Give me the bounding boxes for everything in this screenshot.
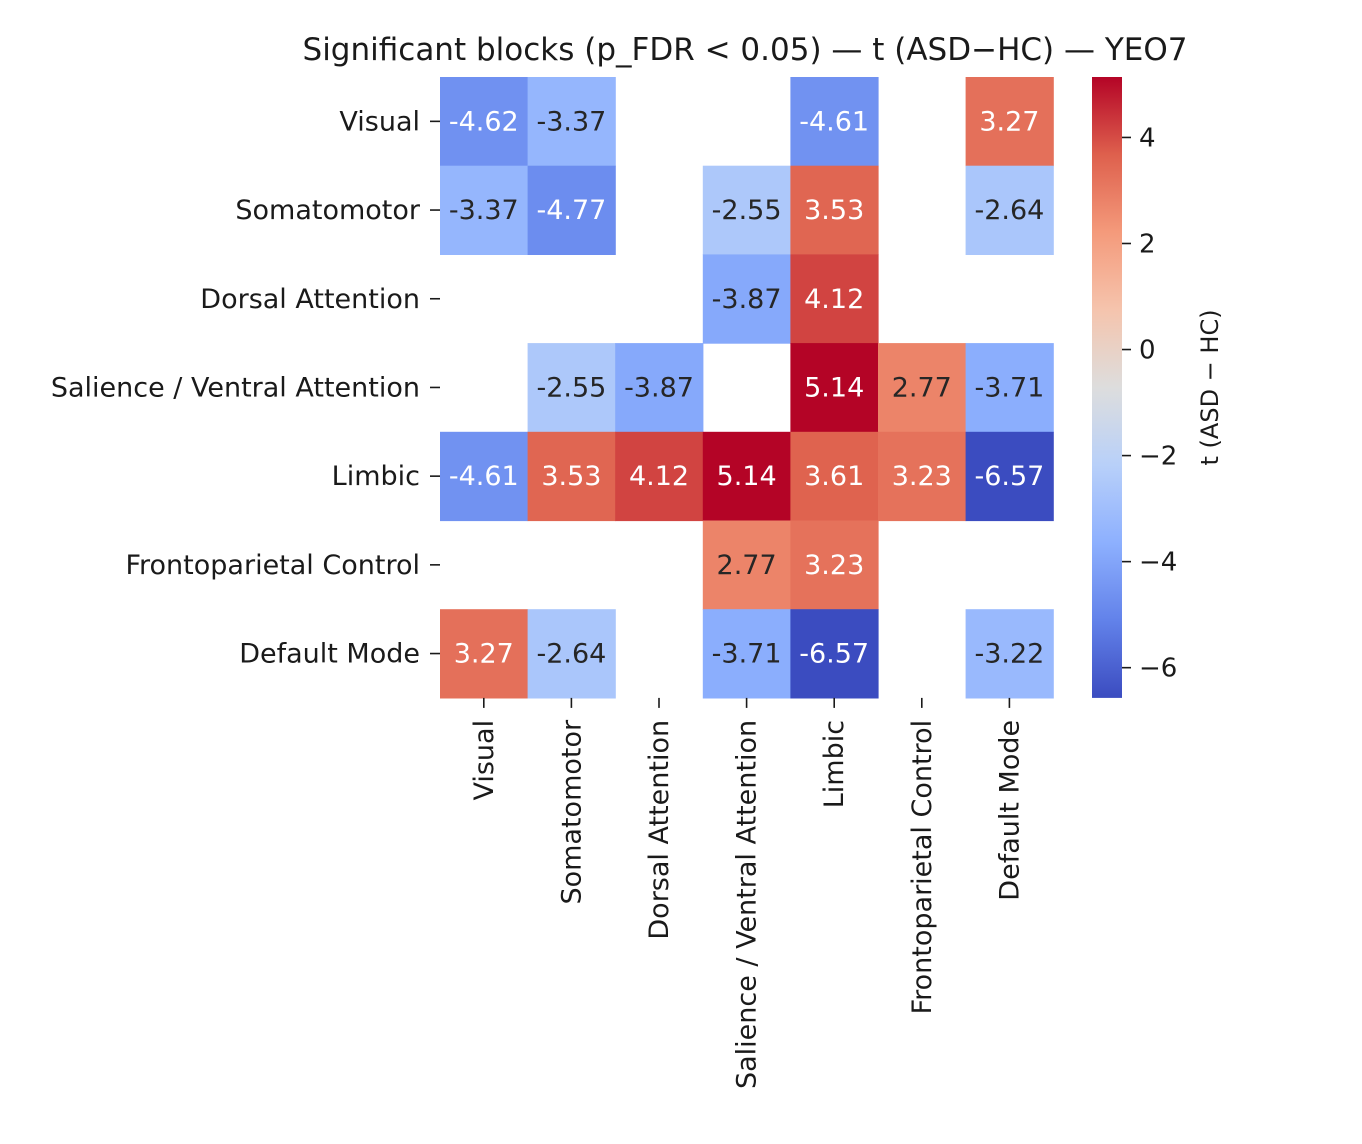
cell-value-label: -6.57 bbox=[799, 639, 869, 670]
cell-value-label: -3.37 bbox=[536, 106, 606, 137]
heatmap-cell bbox=[965, 77, 1054, 167]
heatmap-cell bbox=[527, 343, 616, 433]
row-label: Visual bbox=[339, 106, 420, 137]
heatmap-cell bbox=[790, 77, 879, 167]
row-axis: Visual Somatomotor Dorsal Attention Salienc… bbox=[51, 106, 440, 670]
heatmap-cell bbox=[440, 77, 529, 167]
cell-value-label: 4.12 bbox=[629, 461, 689, 492]
heatmap-cell bbox=[965, 609, 1054, 699]
heatmap-cell bbox=[790, 254, 879, 344]
cell-value-label: 3.27 bbox=[454, 639, 514, 670]
heatmap-cell bbox=[527, 609, 616, 699]
cell-value-label: -3.87 bbox=[712, 284, 782, 315]
heatmap-cell bbox=[615, 343, 704, 433]
cell-value-label: -2.64 bbox=[536, 639, 606, 670]
heatmap-cell bbox=[440, 431, 529, 522]
row-label: Default Mode bbox=[239, 639, 420, 670]
heatmap-cell bbox=[702, 520, 791, 610]
col-label: Somatomotor bbox=[556, 719, 587, 905]
cell-value-label: -6.57 bbox=[974, 461, 1044, 492]
heatmap-cell bbox=[790, 520, 879, 610]
cell-value-label: -4.77 bbox=[536, 195, 606, 226]
heatmap-cell bbox=[878, 431, 967, 522]
heatmap-cell bbox=[440, 165, 529, 255]
col-label: Dorsal Attention bbox=[644, 720, 675, 940]
colorbar-tick-label: 2 bbox=[1139, 229, 1156, 259]
heatmap-cell bbox=[702, 609, 791, 699]
heatmap-cell bbox=[965, 165, 1054, 255]
heatmap-cell bbox=[878, 343, 967, 433]
cell-value-label: -2.64 bbox=[974, 195, 1044, 226]
cell-value-label: -3.71 bbox=[712, 639, 782, 670]
heatmap-cell bbox=[615, 431, 704, 522]
cell-value-label: -4.61 bbox=[449, 461, 519, 492]
cell-value-label: 3.61 bbox=[804, 461, 864, 492]
cell-value-label: 5.14 bbox=[717, 461, 777, 492]
colorbar-tick-label: −6 bbox=[1139, 654, 1177, 684]
heatmap-cell bbox=[790, 609, 879, 699]
heatmap-cell bbox=[702, 431, 791, 522]
colorbar-tick-label: 0 bbox=[1139, 336, 1156, 366]
col-label: Default Mode bbox=[994, 720, 1025, 901]
row-label: Frontoparietal Control bbox=[125, 550, 420, 581]
heatmap-cell bbox=[965, 431, 1054, 522]
colorbar-tick-label: −2 bbox=[1139, 442, 1177, 472]
colorbar-label: t (ASD − HC) bbox=[1196, 309, 1224, 465]
row-label: Somatomotor bbox=[235, 195, 421, 226]
cell-value-label: 3.53 bbox=[541, 461, 601, 492]
heatmap-cell bbox=[527, 165, 616, 255]
heatmap-cell bbox=[440, 609, 529, 699]
heatmap-cell bbox=[527, 77, 616, 167]
colorbar bbox=[1092, 77, 1122, 698]
heatmap-cell bbox=[527, 431, 616, 522]
heatmap-cell bbox=[790, 165, 879, 255]
cell-value-label: 4.12 bbox=[804, 284, 864, 315]
cell-value-label: -4.62 bbox=[449, 106, 519, 137]
cell-value-label: 3.53 bbox=[804, 195, 864, 226]
chart-title: Significant blocks (p_FDR < 0.05) — t (A… bbox=[303, 32, 1188, 68]
heatmap-cell bbox=[790, 343, 879, 433]
heatmap-cell bbox=[702, 165, 791, 255]
cell-value-label: -3.37 bbox=[449, 195, 519, 226]
cell-value-label: -4.61 bbox=[799, 106, 869, 137]
col-axis: Visual Somatomotor Dorsal Attention Salienc… bbox=[469, 697, 1025, 1089]
cell-value-label: -2.55 bbox=[536, 372, 606, 403]
row-label: Salience / Ventral Attention bbox=[51, 372, 420, 403]
heatmap-cell bbox=[702, 254, 791, 344]
heatmap-cell bbox=[965, 343, 1054, 433]
cell-value-label: -3.87 bbox=[624, 372, 694, 403]
cell-value-label: 3.23 bbox=[892, 461, 952, 492]
colorbar-tick-label: 4 bbox=[1139, 123, 1156, 153]
row-label: Limbic bbox=[332, 461, 420, 492]
cell-value-label: -3.71 bbox=[974, 372, 1044, 403]
col-label: Visual bbox=[469, 720, 500, 801]
cell-value-label: -2.55 bbox=[712, 195, 782, 226]
col-label: Frontoparietal Control bbox=[907, 720, 938, 1015]
cell-value-label: -3.22 bbox=[974, 639, 1044, 670]
cell-value-label: 2.77 bbox=[892, 372, 952, 403]
col-label: Salience / Ventral Attention bbox=[732, 720, 763, 1089]
colorbar-tick-label: −4 bbox=[1139, 548, 1177, 578]
cell-value-label: 5.14 bbox=[804, 372, 864, 403]
cell-value-label: 3.23 bbox=[804, 550, 864, 581]
row-label: Dorsal Attention bbox=[200, 284, 420, 315]
cell-value-label: 3.27 bbox=[979, 106, 1039, 137]
colorbar-ticks: 4 2 0 −2 −4 −6 bbox=[1122, 123, 1177, 684]
col-label: Limbic bbox=[819, 720, 850, 808]
heatmap-cell bbox=[790, 431, 879, 522]
heatmap-cells: -4.62 -3.37 -4.61 3.27 -3.37 -4.77 -2.55 3.53 -2… bbox=[440, 77, 1054, 699]
cell-value-label: 2.77 bbox=[717, 550, 777, 581]
